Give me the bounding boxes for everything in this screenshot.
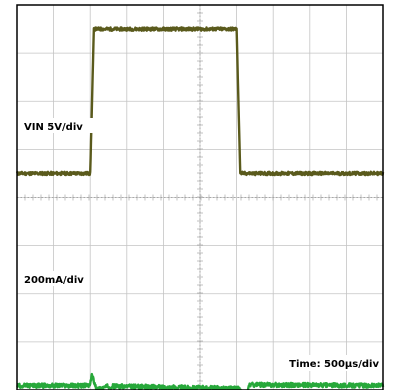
time-scale-label: Time: 500µs/div — [289, 359, 379, 370]
vin-voltage-trace — [15, 26, 385, 177]
vin-scale-label: VIN 5V/div — [24, 122, 83, 133]
traces — [15, 26, 385, 390]
vin-label-box — [22, 118, 99, 133]
current-trace — [16, 372, 385, 390]
current-scale-label: 200mA/div — [24, 275, 84, 286]
time-label-box — [286, 355, 382, 371]
chart-frame — [16, 4, 384, 390]
current-label-box — [22, 271, 88, 286]
